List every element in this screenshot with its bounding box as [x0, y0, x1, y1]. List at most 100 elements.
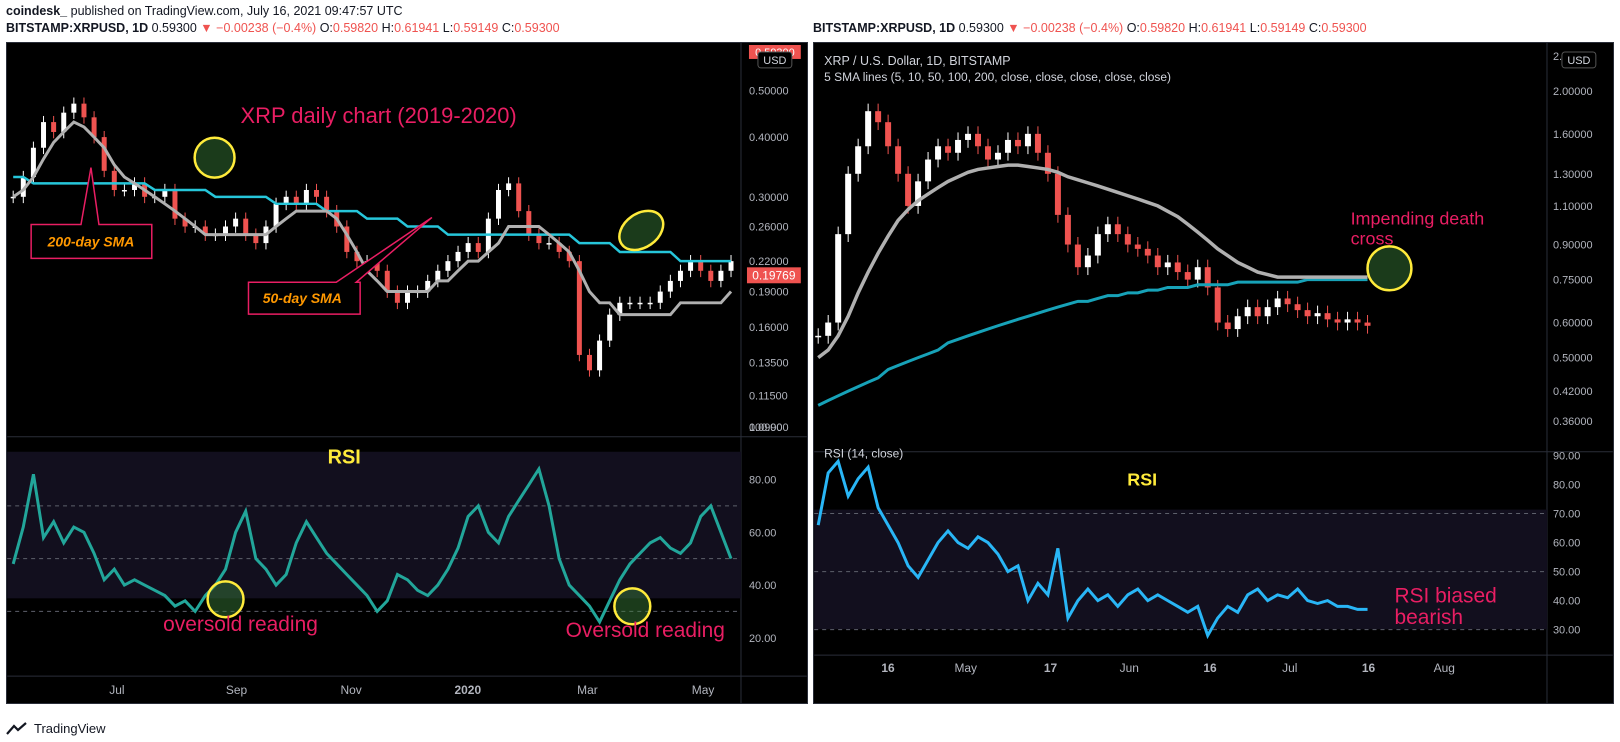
- right-candle-body: [1014, 139, 1021, 147]
- sma50-callout: [247, 216, 433, 315]
- left-price-tick-label: 0.30000: [749, 192, 789, 204]
- left-candle-body: [101, 137, 107, 171]
- left-chart-title: XRP daily chart (2019-2020): [241, 103, 517, 128]
- left-candle-body: [627, 302, 633, 305]
- left-candle-body: [243, 218, 249, 235]
- left-candle-body: [384, 270, 390, 292]
- right-candle-body: [1264, 307, 1271, 317]
- right-candle-body: [1204, 267, 1211, 288]
- right-candle-body: [1324, 313, 1331, 320]
- left-candle-body: [566, 251, 572, 262]
- left-rsi-title: RSI: [328, 447, 361, 469]
- left-time-tick-label: May: [692, 683, 715, 697]
- left-candle-body: [394, 291, 400, 303]
- right-price-tick-label: 0.50000: [1553, 353, 1593, 365]
- right-time-tick-label: Jul: [1282, 661, 1297, 675]
- right-ohlc-header: BITSTAMP:XRPUSD, 1D 0.59300 ▼ −0.00238 (…: [813, 21, 1367, 35]
- right-price-tick-label: 0.60000: [1553, 318, 1593, 330]
- o-value-left: 0.59820: [332, 21, 379, 35]
- oversold-marker-1: [206, 580, 245, 619]
- left-candle-body: [283, 196, 289, 204]
- left-candle-body: [314, 189, 319, 197]
- right-candle-body: [1114, 224, 1121, 235]
- left-rsi-tick-label: 40.00: [749, 580, 776, 592]
- right-candle-body: [1354, 319, 1361, 323]
- l-value-right: 0.59149: [1260, 21, 1306, 35]
- h-value-right: 0.61941: [1201, 21, 1247, 35]
- left-rsi-axis: 100.00 80.00 60.00 40.00 20.00: [7, 422, 782, 645]
- right-candle-body: [1254, 307, 1261, 317]
- left-price-tick-label: 0.13500: [749, 357, 789, 369]
- right-candle-body: [945, 146, 952, 153]
- left-candle-body: [10, 196, 16, 199]
- tradingview-footer[interactable]: TradingView: [6, 721, 106, 736]
- left-candle-body: [556, 243, 562, 252]
- right-candle-body: [875, 111, 882, 123]
- right-rsi-line: [816, 458, 1368, 640]
- sma200-callout: [30, 167, 153, 260]
- left-candle-body: [324, 196, 330, 212]
- right-price-pane[interactable]: 2.400002.000001.600001.300001.100000.900…: [814, 43, 1613, 703]
- tradingview-logo-icon: [6, 721, 27, 735]
- left-candle-body: [404, 291, 410, 303]
- change-right: ▼ −0.00238 (−0.4%): [1007, 21, 1124, 35]
- right-chart-subtitle: 5 SMA lines (5, 10, 50, 100, 200, close,…: [824, 70, 1171, 84]
- sma200-label: 200-day SMA: [47, 233, 135, 249]
- left-candle-body: [617, 302, 623, 315]
- right-candle-body: [1294, 304, 1301, 311]
- left-candle-body: [293, 196, 299, 204]
- publisher-name[interactable]: coindesk_: [6, 4, 68, 18]
- right-candle-body: [865, 111, 872, 147]
- ticker-right: BITSTAMP:XRPUSD, 1D: [813, 21, 956, 35]
- right-chart-panel[interactable]: 2.400002.000001.600001.300001.100000.900…: [813, 42, 1614, 704]
- left-candle-body: [121, 189, 127, 192]
- left-candle-body: [718, 270, 724, 281]
- left-candle-body: [273, 203, 279, 227]
- currency-right: USD: [1567, 55, 1590, 67]
- left-candle-body: [586, 354, 592, 371]
- right-chart-title: XRP / U.S. Dollar, 1D, BITSTAMP: [824, 54, 1010, 68]
- right-rsi-legend: RSI (14, close): [824, 447, 903, 461]
- right-candle-body: [915, 181, 922, 206]
- right-rsi-pane[interactable]: 90.00 80.00 70.00 60.00 50.00 40.00 30.00 RSI …: [814, 447, 1580, 640]
- right-candle-body: [905, 173, 912, 206]
- right-candle-body: [1214, 287, 1221, 323]
- c-label-right: C:: [1308, 21, 1322, 35]
- left-price-pane[interactable]: 0.50000 0.40000 0.30000 0.26000 0.22000 0.190…: [7, 43, 807, 703]
- right-candle-body: [1314, 313, 1321, 317]
- left-candle-body: [202, 226, 208, 235]
- c-label-left: C:: [501, 21, 515, 35]
- cross-marker-2: [618, 209, 665, 252]
- right-candle-body: [1084, 255, 1091, 268]
- left-time-tick-label: 2020: [455, 683, 482, 697]
- right-candle-body: [1054, 173, 1061, 215]
- l-value-left: 0.59149: [453, 21, 499, 35]
- h-value-left: 0.61941: [394, 21, 440, 35]
- tradingview-brand: TradingView: [34, 721, 106, 736]
- right-candle-body: [1124, 234, 1131, 245]
- left-candle-body: [81, 103, 87, 118]
- left-candle-body: [495, 189, 501, 219]
- right-candle-body: [825, 322, 832, 336]
- change-left: ▼ −0.00238 (−0.4%): [200, 21, 317, 35]
- right-candle-body: [1024, 133, 1031, 147]
- publish-text: published on TradingView.com, July 16, 2…: [70, 4, 403, 18]
- h-label-right: H:: [1188, 21, 1202, 35]
- right-rsi-tick-label: 80.00: [1553, 480, 1580, 492]
- left-candle-body: [374, 261, 380, 271]
- right-time-axis: 16 May 17 Jun 16 Jul 16 Aug: [881, 661, 1455, 675]
- left-chart-panel[interactable]: 0.50000 0.40000 0.30000 0.26000 0.22000 0.190…: [6, 42, 808, 704]
- left-rsi-pane[interactable]: 100.00 80.00 60.00 40.00 20.00 RSI oversold …: [7, 422, 782, 645]
- right-candle-body: [1274, 298, 1281, 308]
- cross-marker-1: [193, 136, 236, 179]
- left-price-tick-label: 0.50000: [749, 86, 789, 98]
- right-rsi-tick-label: 70.00: [1553, 509, 1580, 521]
- right-candle-body: [965, 133, 972, 140]
- c-value-right: 0.59300: [1321, 21, 1367, 35]
- left-time-tick-label: Jul: [109, 683, 124, 697]
- left-candle-body: [71, 103, 77, 113]
- left-candle-body: [344, 226, 350, 252]
- right-candle-body: [855, 146, 862, 174]
- left-candle-body: [576, 261, 582, 355]
- left-ohlc-header: BITSTAMP:XRPUSD, 1D 0.59300 ▼ −0.00238 (…: [6, 21, 560, 35]
